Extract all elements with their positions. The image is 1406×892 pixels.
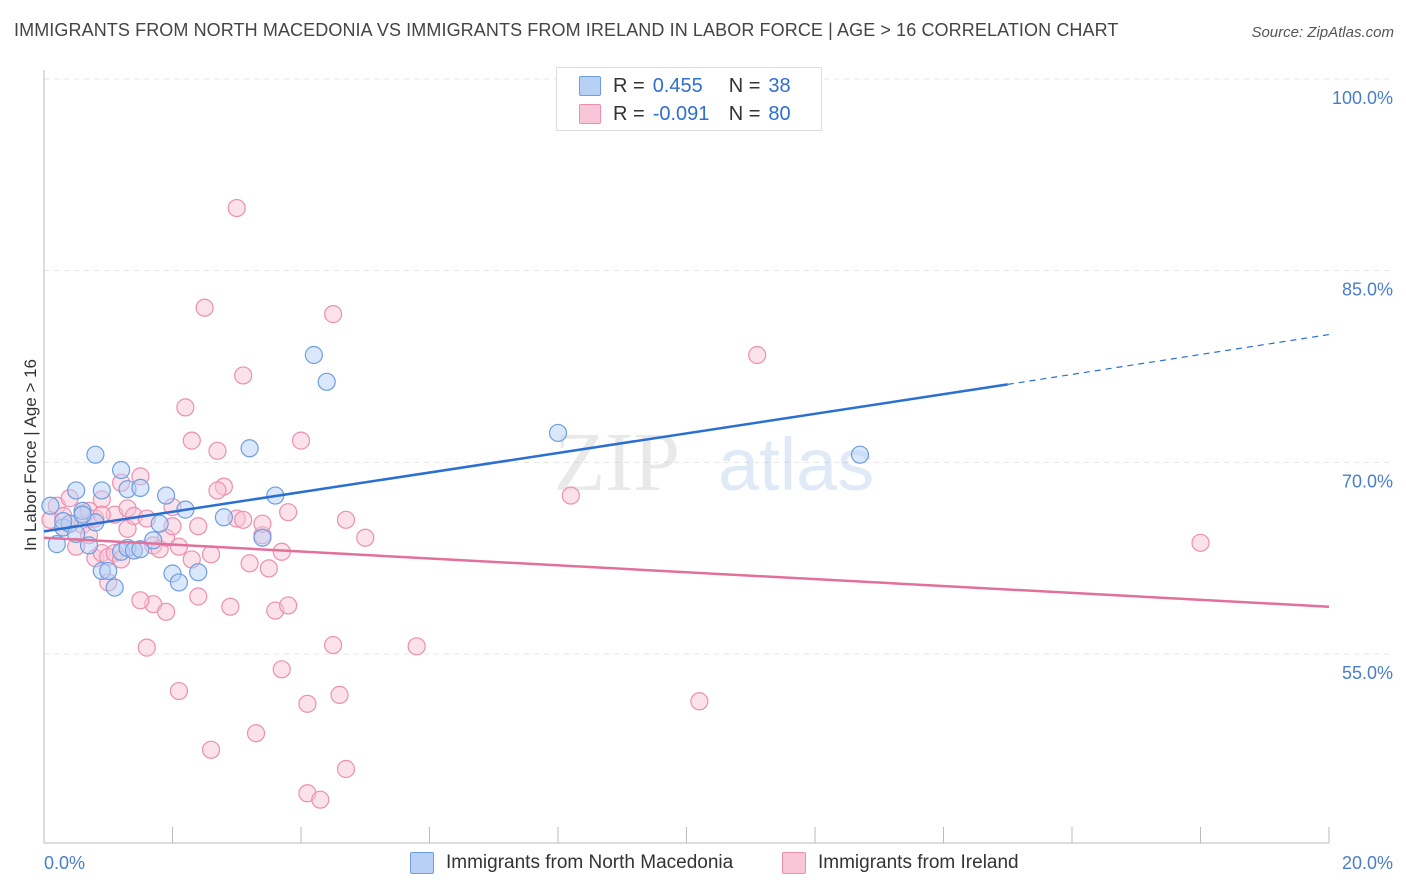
stats-legend: R = 0.455 N = 38 R = -0.091 N = 80: [556, 67, 822, 131]
ireland-point: [279, 503, 298, 522]
ireland-point: [189, 587, 208, 606]
ireland-point: [246, 724, 266, 743]
ireland-point: [182, 431, 201, 450]
trendlines: [43, 333, 1330, 608]
ireland-point: [336, 759, 356, 779]
ireland-point: [189, 517, 208, 536]
axes: [43, 70, 1330, 844]
ireland-point: [176, 398, 195, 417]
ireland-trendline: [43, 536, 1330, 608]
legend-swatch-pink: [579, 104, 601, 124]
ireland-point: [137, 638, 156, 657]
y-axis-label: In Labor Force | Age > 16: [21, 359, 40, 551]
y-tick-label: 55.0%: [1342, 663, 1393, 683]
ireland-point: [1191, 533, 1210, 552]
x-tick-max: 20.0%: [1342, 853, 1393, 873]
macedonia-point: [105, 578, 124, 597]
chart-title: IMMIGRANTS FROM NORTH MACEDONIA VS IMMIG…: [14, 20, 1119, 40]
ireland-point: [324, 305, 343, 324]
ireland-point: [195, 298, 214, 317]
ireland-point: [324, 635, 343, 655]
ireland-point: [748, 345, 767, 365]
macedonia-point: [240, 439, 259, 458]
y-tick-label: 85.0%: [1342, 280, 1393, 300]
macedonia-point: [169, 573, 189, 592]
ireland-point: [208, 481, 227, 500]
ireland-point: [279, 596, 298, 615]
ireland-point: [131, 591, 150, 610]
y-tick-label: 70.0%: [1342, 471, 1393, 491]
ireland-point: [330, 685, 349, 704]
ireland-point: [561, 486, 580, 505]
bottom-legend-macedonia: Immigrants from North Macedonia: [410, 850, 733, 876]
legend-swatch-blue: [579, 76, 601, 96]
ireland-point: [291, 431, 311, 450]
gridlines: 55.0% 70.0% 85.0% 100.0%: [44, 78, 1393, 683]
macedonia-point: [317, 372, 336, 391]
legend-n-value: 80: [768, 102, 791, 125]
ireland-point: [356, 528, 375, 547]
legend-r-value: 0.455: [652, 74, 703, 97]
ireland-point: [227, 198, 246, 218]
ireland-point: [234, 366, 253, 385]
ireland-point: [169, 537, 189, 556]
macedonia-point: [67, 481, 86, 500]
ireland-point: [201, 740, 221, 759]
macedonia-trendline: [43, 383, 1008, 533]
macedonia-point: [111, 460, 131, 480]
macedonia-point: [214, 508, 233, 527]
ireland-point: [156, 602, 176, 621]
bottom-legend-label-macedonia: Immigrants from North Macedonia: [446, 852, 734, 873]
macedonia-point: [86, 445, 105, 464]
bottom-legend-swatch-pink: [782, 852, 806, 874]
legend-r-label: R =: [613, 102, 645, 125]
macedonia-point: [150, 514, 169, 533]
macedonia-point: [156, 486, 176, 505]
legend-n-label: N =: [728, 74, 761, 97]
y-tick-label: 100.0%: [1332, 88, 1393, 108]
macedonia-point: [253, 528, 272, 547]
legend-row-ireland: R = -0.091 N = 80: [579, 102, 791, 126]
bottom-legend-ireland: Immigrants from Ireland: [782, 850, 1019, 876]
ireland-point: [201, 545, 221, 564]
legend-r-label: R =: [613, 74, 645, 97]
macedonia-point: [99, 561, 118, 581]
legend-r-value: -0.091: [652, 102, 710, 125]
macedonia-trendline-extension: [1007, 333, 1330, 385]
ireland-point: [336, 510, 356, 529]
legend-row-macedonia: R = 0.455 N = 38: [579, 74, 791, 98]
bottom-legend-swatch-blue: [410, 852, 434, 874]
ireland-point: [272, 660, 291, 679]
ireland-point: [259, 559, 278, 578]
watermark-atlas: atlas: [718, 423, 874, 506]
macedonia-points: [41, 345, 870, 597]
macedonia-point: [304, 345, 323, 365]
ireland-point: [690, 692, 709, 711]
macedonia-point: [189, 563, 208, 582]
ireland-point: [311, 790, 330, 809]
x-tick-min: 0.0%: [44, 853, 85, 873]
legend-n-value: 38: [768, 74, 791, 97]
ireland-point: [298, 694, 317, 713]
ireland-point: [208, 441, 227, 460]
source-label: Source: ZipAtlas.com: [1251, 24, 1394, 41]
ireland-point: [234, 510, 253, 529]
legend-n-label: N =: [728, 102, 761, 125]
ireland-point: [407, 637, 426, 656]
ireland-point: [240, 554, 259, 573]
macedonia-point: [548, 423, 568, 443]
macedonia-point: [850, 445, 870, 464]
macedonia-point: [131, 540, 150, 559]
ireland-point: [221, 597, 240, 616]
bottom-legend-label-ireland: Immigrants from Ireland: [818, 852, 1019, 873]
macedonia-point: [131, 478, 150, 497]
macedonia-point: [73, 505, 92, 524]
macedonia-point: [92, 481, 111, 500]
ireland-point: [169, 681, 189, 701]
macedonia-point: [41, 496, 60, 515]
